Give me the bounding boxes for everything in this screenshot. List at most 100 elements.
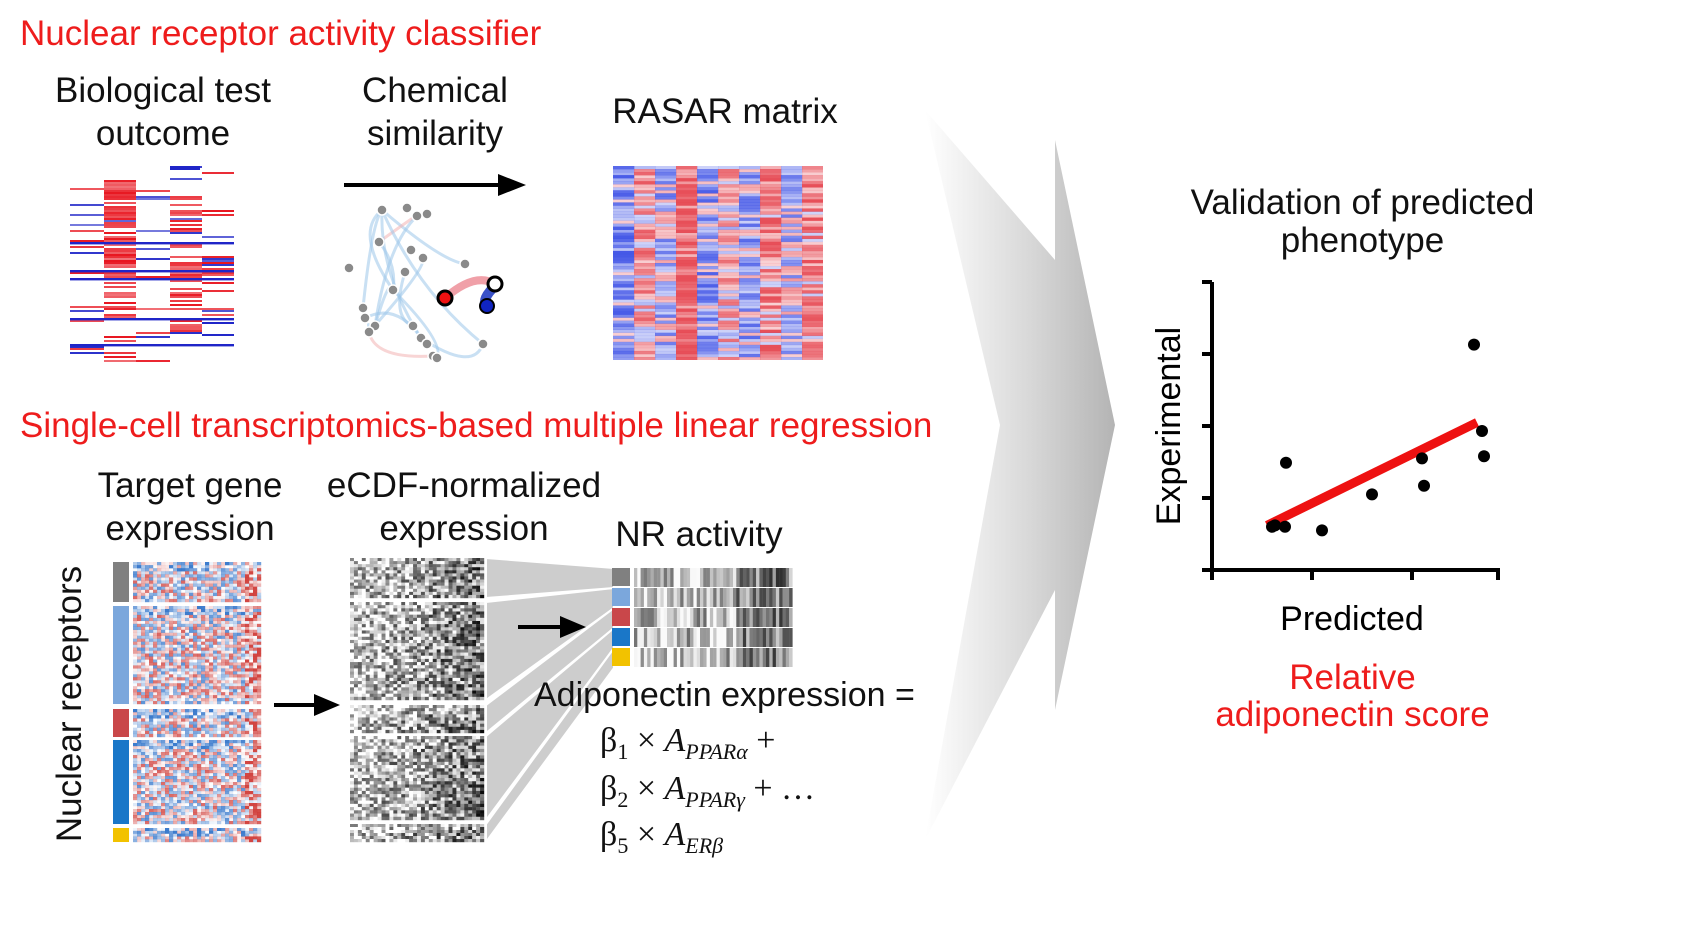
expression-cell [177,677,182,681]
expression-cell [221,806,226,810]
rasar-cell [697,178,719,182]
expression-cell [149,632,154,636]
rasar-cell [676,244,698,249]
expression-cell [197,782,202,786]
expression-cell [221,626,226,630]
expression-cell [233,647,238,651]
heatmap-cell [202,236,234,238]
normalized-cell [369,652,374,656]
rasar-cell [613,175,635,179]
expression-cell [141,698,146,702]
expression-cell [165,773,170,777]
expression-cell [249,574,254,578]
expression-cell [249,653,254,657]
rasar-cell [634,247,656,252]
normalized-cell [409,614,414,619]
rasar-cell [802,353,823,358]
expression-cell [161,608,166,613]
rasar-cell [676,329,698,334]
expression-cell [197,788,202,792]
normalized-cell [389,665,394,669]
normalized-cell [381,567,386,571]
expression-cell [229,680,234,684]
rasar-cell [802,329,823,334]
normalized-cell [440,588,445,593]
expression-cell [241,608,246,613]
normalized-cell [428,564,433,568]
rasar-cell [676,196,698,200]
expression-cell [205,818,210,822]
expression-cell [165,812,170,816]
normalized-cell [456,614,461,619]
normalized-cell [381,582,386,586]
expression-cell [157,821,162,825]
expression-cell [185,656,190,660]
normalized-cell [409,624,414,628]
chemical-node [417,252,429,264]
expression-cell [149,770,154,774]
expression-cell [217,692,222,696]
expression-cell [161,758,166,762]
normalized-cell [424,658,430,663]
normalized-cell [381,652,386,656]
expression-cell [249,836,254,840]
normalized-cell [476,630,481,634]
expression-cell [137,821,142,825]
expression-cell [193,761,198,765]
normalized-cell [397,573,402,577]
normalized-cell [424,627,430,631]
normalized-cell [476,655,481,660]
rasar-cell [676,314,698,318]
normalized-cell [381,655,386,660]
normalized-cell [468,677,473,682]
expression-cell [209,580,214,584]
expression-cell [153,803,158,807]
expression-cell [145,665,150,669]
expression-cell [145,677,150,681]
rasar-cell [802,341,823,346]
normalized-cell [397,677,402,682]
expression-cell [173,629,178,633]
normalized-cell [377,643,382,647]
normalized-cell [405,570,410,574]
expression-cell [181,701,186,705]
expression-cell [237,721,242,725]
expression-cell [229,779,234,783]
expression-cell [177,809,182,813]
expression-cell [177,562,182,566]
expression-cell [145,647,150,651]
expression-cell [249,592,254,597]
normalized-cell [393,614,398,619]
expression-cell [249,752,254,756]
expression-cell [161,776,166,780]
rasar-cell [676,178,698,182]
normalized-cell [420,639,426,644]
rasar-cell [739,226,761,230]
normalized-cell [350,591,355,596]
normalized-cell [444,591,449,596]
rasar-cell [802,272,823,276]
expression-cell [209,662,214,666]
expression-cell [133,785,138,789]
rasar-cell [781,329,803,334]
rasar-cell [781,166,803,170]
normalized-cell [365,639,370,644]
normalized-cell [456,605,461,609]
normalized-cell [420,665,426,669]
normalized-cell [436,579,441,583]
expression-cell [169,626,174,630]
expression-cell [137,815,142,819]
normalized-cell [417,646,422,650]
expression-cell [257,724,262,728]
expression-cell [229,727,234,731]
rasar-cell [655,256,677,261]
normalized-cell [428,591,433,596]
expression-cell [217,644,222,648]
expression-cell [169,671,173,674]
expression-cell [157,752,162,756]
expression-cell [217,821,222,825]
expression-cell [205,828,210,831]
expression-cell [225,803,230,807]
expression-cell [237,730,242,735]
expression-cell [177,788,182,792]
